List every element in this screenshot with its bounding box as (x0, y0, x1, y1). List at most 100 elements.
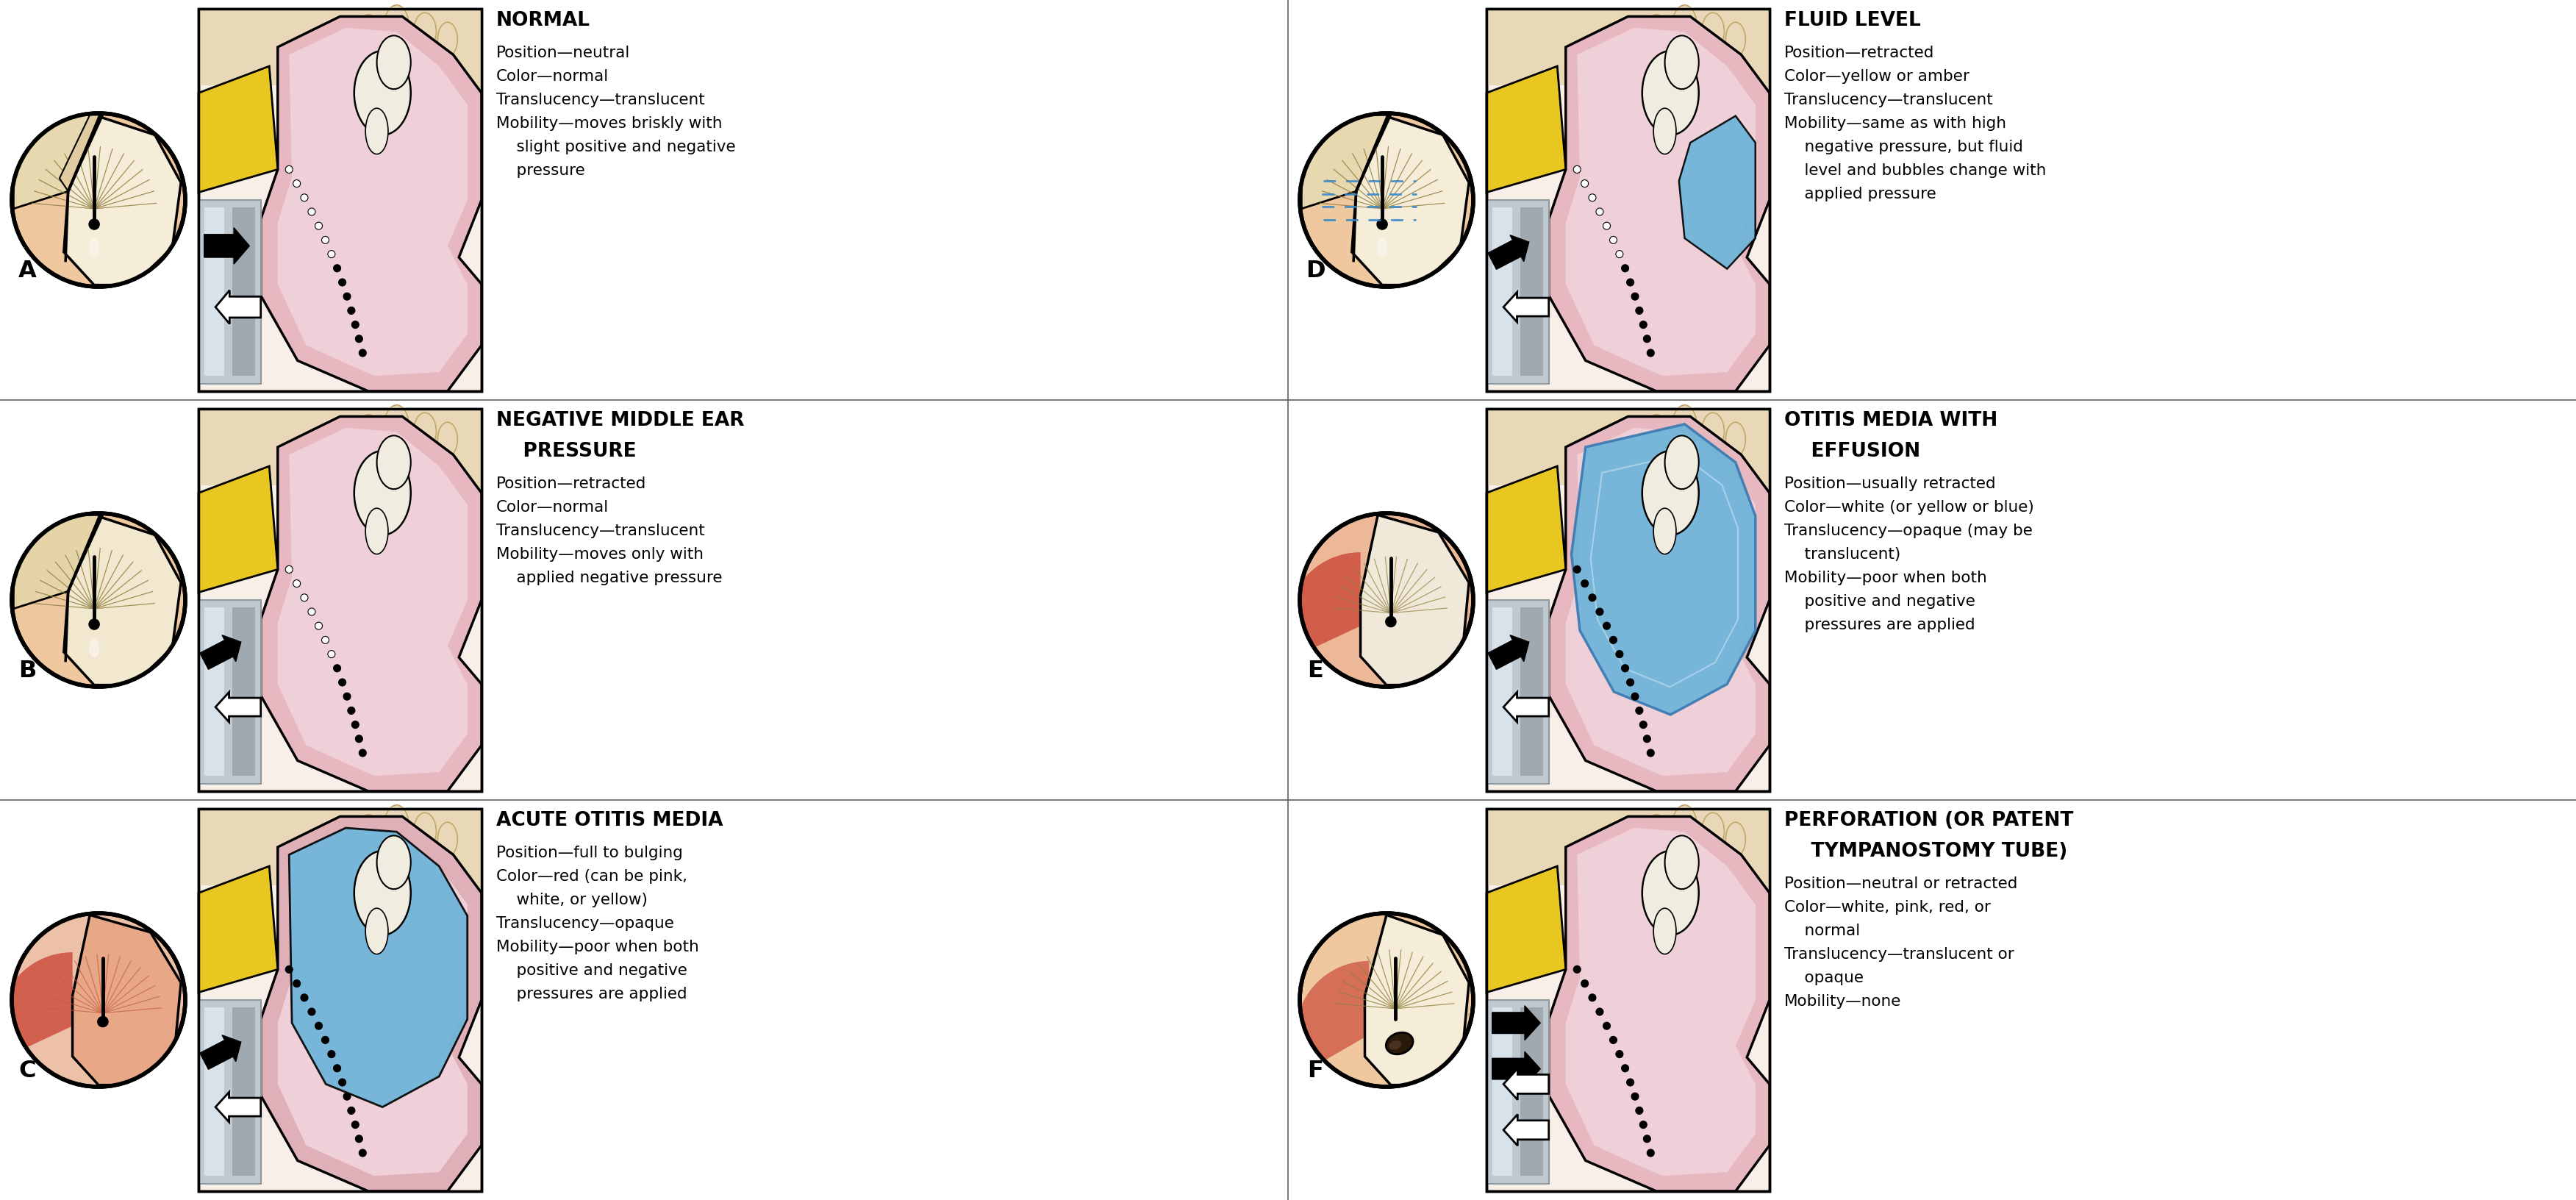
Text: negative pressure, but fluid: negative pressure, but fluid (1785, 139, 2022, 155)
Circle shape (1301, 514, 1473, 686)
Ellipse shape (358, 815, 379, 857)
Ellipse shape (358, 14, 379, 56)
Circle shape (1582, 580, 1589, 587)
Circle shape (1638, 322, 1646, 329)
Polygon shape (1486, 200, 1548, 384)
Circle shape (1638, 1121, 1646, 1128)
Ellipse shape (1388, 1040, 1401, 1050)
Circle shape (294, 180, 301, 187)
Wedge shape (1296, 961, 1370, 1072)
Circle shape (1574, 966, 1582, 973)
Text: Mobility—moves only with: Mobility—moves only with (497, 547, 703, 562)
Text: Position—retracted: Position—retracted (497, 476, 647, 491)
Ellipse shape (1651, 455, 1677, 493)
Ellipse shape (1726, 422, 1747, 457)
Polygon shape (1486, 466, 1566, 593)
Circle shape (1636, 307, 1643, 314)
Ellipse shape (1386, 1032, 1414, 1055)
Ellipse shape (1654, 908, 1677, 954)
Polygon shape (1520, 1008, 1543, 1176)
Text: B: B (18, 660, 36, 683)
Circle shape (1636, 707, 1643, 714)
Polygon shape (204, 607, 224, 776)
Ellipse shape (358, 414, 379, 457)
Circle shape (343, 293, 350, 300)
Text: Position—neutral or retracted: Position—neutral or retracted (1785, 876, 2017, 892)
Text: Position—retracted: Position—retracted (1785, 46, 1935, 60)
Circle shape (1574, 166, 1582, 173)
Polygon shape (278, 828, 466, 1176)
Polygon shape (13, 115, 103, 209)
Polygon shape (1486, 809, 1770, 954)
Circle shape (1625, 679, 1633, 686)
Circle shape (350, 1121, 358, 1128)
Ellipse shape (363, 455, 389, 493)
Circle shape (309, 608, 314, 616)
Circle shape (327, 1050, 335, 1057)
Ellipse shape (1672, 406, 1698, 451)
Ellipse shape (1654, 108, 1677, 154)
Circle shape (1615, 251, 1623, 258)
FancyArrow shape (1504, 692, 1548, 722)
Polygon shape (1520, 607, 1543, 776)
Circle shape (348, 1106, 355, 1115)
Text: Color—normal: Color—normal (497, 70, 608, 84)
Polygon shape (1486, 409, 1770, 554)
Polygon shape (198, 466, 278, 593)
Text: Mobility—same as with high: Mobility—same as with high (1785, 116, 2007, 131)
Ellipse shape (438, 23, 459, 56)
Text: Color—yellow or amber: Color—yellow or amber (1785, 70, 1971, 84)
Polygon shape (289, 828, 466, 1108)
FancyArrow shape (216, 290, 260, 324)
Polygon shape (1548, 416, 1770, 791)
Circle shape (1646, 349, 1654, 356)
Circle shape (309, 208, 314, 216)
Polygon shape (260, 416, 482, 791)
Polygon shape (278, 428, 466, 776)
Circle shape (294, 580, 301, 587)
Ellipse shape (1672, 5, 1698, 50)
Circle shape (1602, 623, 1610, 630)
Text: TYMPANOSTOMY TUBE): TYMPANOSTOMY TUBE) (1785, 842, 2069, 862)
Polygon shape (1365, 914, 1468, 1085)
Circle shape (1615, 650, 1623, 658)
Polygon shape (1548, 17, 1770, 391)
Ellipse shape (1664, 436, 1698, 490)
Circle shape (1602, 222, 1610, 229)
Ellipse shape (415, 812, 435, 851)
Text: pressure: pressure (497, 163, 585, 178)
Circle shape (1610, 236, 1618, 244)
Circle shape (1589, 994, 1597, 1001)
Text: Color—normal: Color—normal (497, 500, 608, 515)
Ellipse shape (353, 451, 410, 535)
FancyArrow shape (216, 1092, 260, 1122)
Text: Position—neutral: Position—neutral (497, 46, 631, 60)
Circle shape (343, 692, 350, 700)
Circle shape (358, 749, 366, 757)
Circle shape (337, 679, 345, 686)
Circle shape (322, 636, 330, 643)
Circle shape (355, 335, 363, 342)
Polygon shape (232, 208, 255, 376)
Circle shape (1378, 220, 1388, 229)
Polygon shape (198, 8, 482, 391)
Circle shape (1646, 1150, 1654, 1157)
Ellipse shape (384, 406, 410, 451)
Polygon shape (1566, 428, 1754, 776)
Circle shape (358, 349, 366, 356)
Ellipse shape (376, 36, 410, 89)
Circle shape (327, 650, 335, 658)
Ellipse shape (1708, 53, 1728, 88)
Circle shape (337, 278, 345, 286)
Ellipse shape (1378, 238, 1388, 257)
Text: opaque: opaque (1785, 971, 1862, 985)
Ellipse shape (1682, 448, 1705, 485)
Ellipse shape (90, 638, 100, 658)
Circle shape (286, 565, 294, 574)
Ellipse shape (1703, 13, 1723, 50)
Circle shape (1610, 1037, 1618, 1044)
FancyArrow shape (1504, 292, 1548, 322)
Circle shape (1620, 1064, 1628, 1072)
Polygon shape (1486, 809, 1770, 1192)
Text: applied negative pressure: applied negative pressure (497, 570, 721, 586)
